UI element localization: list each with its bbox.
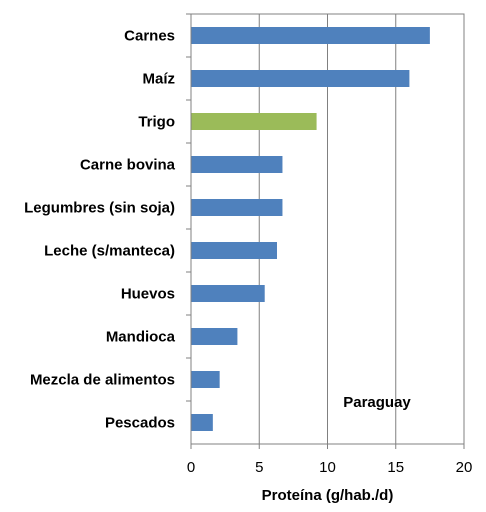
x-axis-title: Proteína (g/hab./d)	[262, 487, 394, 504]
x-tick-label: 15	[387, 459, 404, 476]
x-tick-label: 0	[187, 459, 195, 476]
bar-6	[191, 285, 265, 302]
category-label: Huevos	[121, 286, 175, 303]
category-label: Mandioca	[106, 329, 176, 346]
category-label: Trigo	[138, 114, 175, 131]
bar-9	[191, 414, 213, 431]
chart-annotation: Paraguay	[343, 394, 411, 411]
x-tick-label: 20	[456, 459, 473, 476]
category-label: Pescados	[105, 415, 175, 432]
bar-2	[191, 113, 317, 130]
category-label: Carne bovina	[80, 157, 176, 174]
bar-0	[191, 27, 430, 44]
category-label: Carnes	[124, 28, 175, 45]
bars	[191, 27, 430, 431]
category-labels: Carnes Maíz Trigo Carne bovina Legumbres (si…	[24, 13, 191, 432]
bar-4	[191, 199, 283, 216]
bar-3	[191, 156, 283, 173]
bar-1	[191, 70, 410, 87]
x-tick-label: 5	[255, 459, 263, 476]
x-tick-labels: 0 5 10 15 20	[187, 444, 473, 476]
bar-7	[191, 328, 238, 345]
x-tick-label: 10	[319, 459, 336, 476]
category-label: Leche (s/manteca)	[44, 243, 175, 260]
category-label: Legumbres (sin soja)	[24, 200, 175, 217]
bar-8	[191, 371, 220, 388]
category-label: Mezcla de alimentos	[30, 372, 175, 389]
category-label: Maíz	[142, 71, 175, 88]
bar-5	[191, 242, 277, 259]
